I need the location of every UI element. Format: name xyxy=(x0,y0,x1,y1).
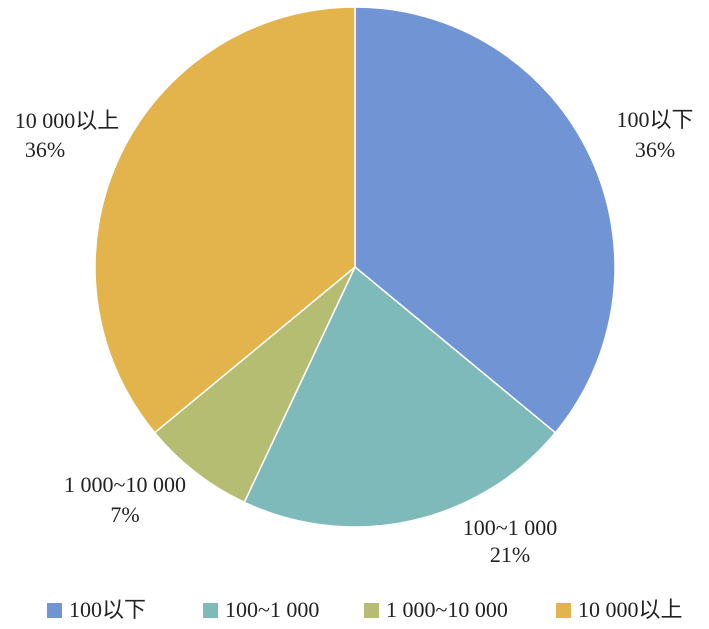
slice-value-label: 21% xyxy=(490,542,530,567)
slice-category-label: 100~1 000 xyxy=(463,515,557,540)
slice-category-label: 1 000~10 000 xyxy=(64,472,186,497)
legend-swatch xyxy=(556,603,571,618)
legend-label: 10 000以上 xyxy=(578,597,683,622)
legend-label: 100~1 000 xyxy=(225,597,319,622)
legend-swatch xyxy=(47,603,62,618)
slice-value-label: 36% xyxy=(635,137,675,162)
pie-slice xyxy=(94,6,356,434)
legend-label: 100以下 xyxy=(69,597,146,622)
slice-category-label: 10 000以上 xyxy=(15,108,120,133)
legend-swatch xyxy=(364,603,379,618)
legend-label: 1 000~10 000 xyxy=(386,597,508,622)
legend-swatch xyxy=(203,603,218,618)
pie-slice xyxy=(153,266,356,504)
slice-value-label: 36% xyxy=(25,137,65,162)
slice-value-label: 7% xyxy=(110,502,139,527)
pie-slice xyxy=(243,265,557,528)
pie-slice xyxy=(354,6,616,434)
slice-category-label: 100以下 xyxy=(616,107,693,132)
